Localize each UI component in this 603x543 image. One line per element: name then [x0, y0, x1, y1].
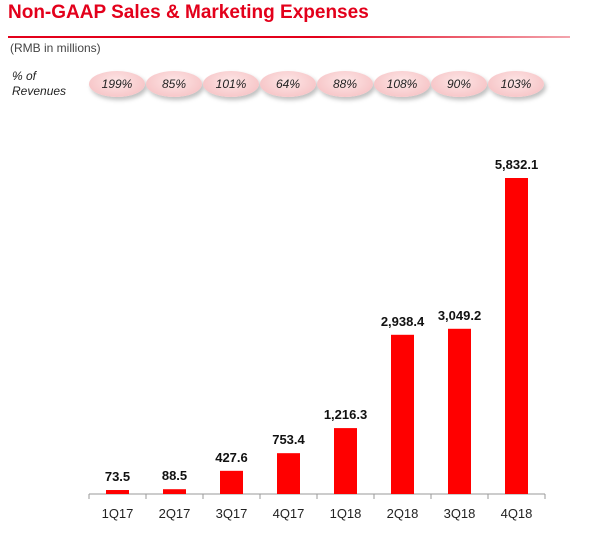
percent-of-revenues-label: % of Revenues — [12, 69, 66, 99]
bar-1q17 — [106, 490, 129, 494]
value-label-1q18: 1,216.3 — [324, 407, 367, 422]
tick-label-1q18: 1Q18 — [330, 506, 362, 521]
bar-4q18 — [505, 178, 528, 494]
bar-2q18 — [391, 334, 414, 494]
tick-label-4q17: 4Q17 — [273, 506, 305, 521]
tick-label-2q18: 2Q18 — [387, 506, 419, 521]
tick-label-3q17: 3Q17 — [216, 506, 248, 521]
percent-pill-4q18: 103% — [488, 71, 544, 97]
tick-label-2q17: 2Q17 — [159, 506, 191, 521]
bar-3q18 — [448, 328, 471, 494]
percent-pill-2q17: 85% — [146, 71, 202, 97]
bar-1q18 — [334, 428, 357, 494]
percent-pill-3q18: 90% — [431, 71, 487, 97]
value-label-4q17: 753.4 — [272, 432, 305, 447]
percent-pill-2q18: 108% — [374, 71, 430, 97]
value-label-2q17: 88.5 — [162, 468, 187, 483]
bar-3q17 — [220, 470, 243, 494]
title-rule — [8, 36, 570, 38]
percent-of-revenues-label-line2: Revenues — [12, 84, 67, 98]
percent-pill-1q17: 199% — [89, 71, 145, 97]
page-title: Non-GAAP Sales & Marketing Expenses — [8, 2, 369, 23]
tick-label-4q18: 4Q18 — [501, 506, 533, 521]
value-label-1q17: 73.5 — [105, 469, 130, 484]
percent-pill-3q17: 101% — [203, 71, 259, 97]
value-label-4q18: 5,832.1 — [495, 157, 538, 172]
tick-label-3q18: 3Q18 — [444, 506, 476, 521]
value-label-2q18: 2,938.4 — [381, 314, 425, 329]
percent-of-revenues-label-line1: % of — [12, 69, 37, 83]
tick-label-1q17: 1Q17 — [102, 506, 134, 521]
bar-2q17 — [163, 489, 186, 494]
percent-pill-1q18: 88% — [317, 71, 373, 97]
value-label-3q17: 427.6 — [215, 450, 248, 465]
percent-pill-4q17: 64% — [260, 71, 316, 97]
bar-4q17 — [277, 453, 300, 494]
value-label-3q18: 3,049.2 — [438, 308, 481, 323]
unit-note: (RMB in millions) — [10, 41, 101, 55]
